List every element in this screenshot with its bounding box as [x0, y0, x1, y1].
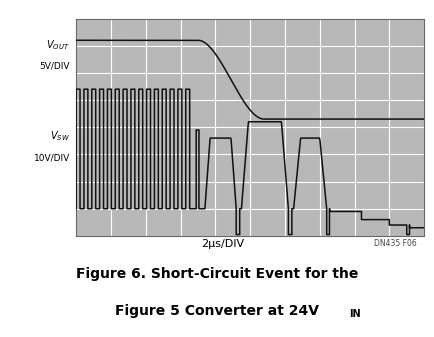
- Text: 2μs/DIV: 2μs/DIV: [200, 239, 243, 249]
- Text: Figure 5 Converter at 24V: Figure 5 Converter at 24V: [115, 304, 319, 318]
- Text: $V_{OUT}$: $V_{OUT}$: [46, 38, 70, 52]
- Text: Figure 6. Short-Circuit Event for the: Figure 6. Short-Circuit Event for the: [76, 267, 358, 281]
- Text: DN435 F06: DN435 F06: [374, 240, 416, 248]
- Text: $V_{SW}$: $V_{SW}$: [50, 129, 70, 143]
- Text: 5V/DIV: 5V/DIV: [39, 62, 70, 71]
- Text: 10V/DIV: 10V/DIV: [34, 153, 70, 162]
- Text: IN: IN: [348, 309, 360, 319]
